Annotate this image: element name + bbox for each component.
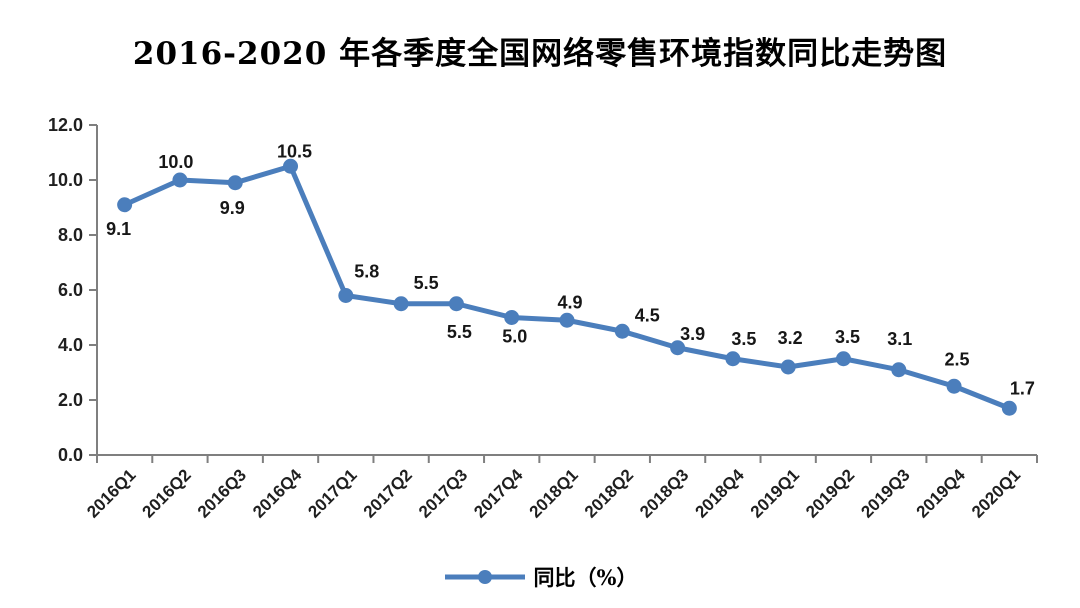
svg-text:5.8: 5.8 [354,262,379,282]
legend-label: 同比（%） [533,565,638,590]
svg-text:9.9: 9.9 [220,198,245,218]
legend-line-marker-icon [443,568,527,586]
svg-text:2016Q4: 2016Q4 [249,465,306,522]
svg-text:2019Q2: 2019Q2 [802,465,858,521]
svg-text:8.0: 8.0 [58,225,83,245]
svg-text:2016Q1: 2016Q1 [83,465,139,521]
svg-text:2019Q1: 2019Q1 [747,465,803,521]
svg-text:12.0: 12.0 [48,115,83,135]
chart-legend: 同比（%） [0,560,1080,594]
svg-text:2018Q2: 2018Q2 [581,465,637,521]
svg-text:10.5: 10.5 [277,141,312,161]
svg-text:1.7: 1.7 [1010,378,1035,398]
svg-text:4.0: 4.0 [58,335,83,355]
svg-text:4.9: 4.9 [557,292,582,312]
svg-text:10.0: 10.0 [158,152,193,172]
svg-text:2020Q1: 2020Q1 [968,465,1024,521]
svg-text:2.5: 2.5 [945,349,970,369]
svg-text:2018Q1: 2018Q1 [526,465,582,521]
chart-title: 2016-2020 年各季度全国网络零售环境指数同比走势图 [132,36,948,72]
svg-text:2018Q4: 2018Q4 [691,465,748,522]
svg-text:2019Q3: 2019Q3 [857,465,913,521]
svg-text:2019Q4: 2019Q4 [913,465,970,522]
svg-text:5.5: 5.5 [414,273,439,293]
svg-text:3.2: 3.2 [778,328,803,348]
svg-text:6.0: 6.0 [58,280,83,300]
svg-text:3.5: 3.5 [731,329,756,349]
svg-text:3.5: 3.5 [835,327,860,347]
svg-text:4.5: 4.5 [635,305,660,325]
svg-text:2016Q2: 2016Q2 [139,465,195,521]
svg-text:2.0: 2.0 [58,390,83,410]
svg-text:2017Q4: 2017Q4 [470,465,527,522]
svg-text:5.0: 5.0 [502,327,527,347]
svg-text:2017Q1: 2017Q1 [304,465,360,521]
svg-text:2018Q3: 2018Q3 [636,465,692,521]
svg-text:0.0: 0.0 [58,445,83,465]
svg-text:2017Q2: 2017Q2 [360,465,416,521]
svg-text:5.5: 5.5 [447,322,472,342]
svg-text:2017Q3: 2017Q3 [415,465,471,521]
svg-text:2016Q3: 2016Q3 [194,465,250,521]
svg-text:10.0: 10.0 [48,170,83,190]
svg-text:9.1: 9.1 [106,219,131,239]
svg-text:3.1: 3.1 [887,329,912,349]
svg-text:3.9: 3.9 [680,324,705,344]
